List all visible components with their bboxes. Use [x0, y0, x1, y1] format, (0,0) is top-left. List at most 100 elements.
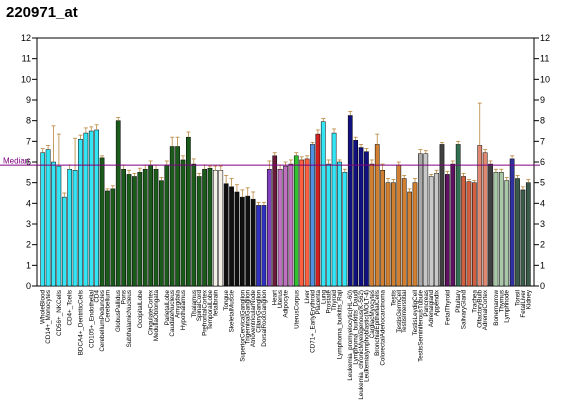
- y-tick-label-right: 2: [540, 240, 545, 250]
- bar: [153, 168, 159, 287]
- x-tick-label: Appendix: [434, 289, 441, 316]
- bar: [407, 191, 412, 287]
- x-tick-label: Pituitary: [455, 289, 462, 313]
- bar: [137, 172, 143, 287]
- x-tick-label: CD105+_Endothelial: [88, 290, 95, 348]
- bar: [412, 182, 418, 287]
- x-tick-label: Thymus: [498, 290, 505, 312]
- y-tick-label-left: 12: [21, 33, 31, 43]
- x-tick-label: Adipocyte: [283, 290, 290, 318]
- x-tick-label: Tonsil: [515, 290, 522, 306]
- bar: [385, 182, 391, 287]
- bar: [94, 129, 100, 287]
- x-tick-label: Lung: [320, 290, 327, 305]
- y-tick-label-left: 9: [26, 95, 31, 105]
- bar: [88, 130, 94, 287]
- y-tick-label-right: 7: [540, 136, 545, 146]
- bar: [99, 157, 105, 287]
- bar: [213, 170, 218, 287]
- y-tick-label-right: 12: [540, 33, 550, 43]
- x-tick-label: TemporalLobe: [207, 290, 214, 330]
- bar: [234, 191, 240, 287]
- bar: [67, 168, 73, 287]
- bar: [331, 132, 337, 287]
- bar: [169, 146, 175, 287]
- x-tick-label: Testis: [390, 290, 397, 306]
- bar: [315, 133, 321, 287]
- bar: [439, 144, 445, 287]
- bar: [191, 163, 197, 287]
- x-tick-label: AdrenalCortex: [482, 289, 489, 330]
- y-tick-label-left: 7: [26, 136, 31, 146]
- bar: [461, 176, 466, 287]
- median-label: Median: [3, 157, 29, 166]
- x-tick-label: Heart: [272, 290, 279, 306]
- bar: [229, 186, 234, 287]
- y-tick-label-left: 4: [26, 198, 31, 208]
- x-tick-label: PrefrontalCortex: [202, 289, 209, 336]
- bar: [509, 158, 515, 287]
- x-tick-label: CD56+_NKCells: [56, 290, 63, 336]
- bar: [272, 155, 278, 287]
- bar: [110, 188, 116, 287]
- bars-layer: [40, 115, 531, 287]
- bar: [347, 115, 353, 287]
- bar: [45, 149, 51, 287]
- bar: [369, 163, 375, 287]
- bar: [132, 176, 137, 287]
- bar: [299, 159, 305, 287]
- bar: [391, 182, 396, 287]
- x-tick-label: Pancreas: [423, 290, 430, 317]
- bar: [455, 144, 461, 287]
- bar: [148, 164, 153, 287]
- bar: [450, 163, 456, 287]
- x-tick-label: SkeletalMuscle: [229, 290, 236, 333]
- x-tick-label: TestisLeydigCell: [412, 290, 419, 336]
- x-tick-label: SalivaryGland: [461, 290, 468, 330]
- bar: [142, 168, 148, 287]
- bar: [434, 173, 439, 287]
- x-tick-label: UterusCorpus: [293, 290, 300, 329]
- bar: [180, 159, 186, 287]
- x-tick-label: Thalamus: [191, 290, 198, 318]
- bar: [520, 189, 526, 287]
- x-tick-label: Hypothalamus: [180, 290, 187, 330]
- bar: [121, 168, 126, 287]
- bar: [525, 182, 531, 287]
- bar: [250, 198, 256, 287]
- bar: [418, 153, 423, 287]
- y-tick-label-right: 10: [540, 74, 550, 84]
- x-tick-label: CiliaryGanglion: [256, 290, 263, 333]
- bar: [186, 136, 191, 287]
- median-layer: Median: [0, 157, 540, 166]
- y-tick-label-left: 10: [21, 74, 31, 84]
- y-tick-label-right: 0: [540, 281, 545, 291]
- x-tick-label: Thyroid: [331, 290, 338, 311]
- x-tick-label: WholeBlood: [40, 290, 47, 324]
- bar: [223, 183, 229, 287]
- x-tick-label: CD71+_EarlyErythroid: [309, 290, 316, 353]
- bar: [207, 167, 213, 287]
- x-tick-label: Lymphoma_burkitts_Daudi: [353, 290, 360, 365]
- x-tick-label: Cerebellum: [104, 290, 111, 322]
- bar: [51, 161, 56, 287]
- bar: [423, 153, 429, 287]
- bar: [466, 181, 472, 287]
- bar: [320, 121, 326, 287]
- bar: [196, 176, 202, 287]
- bar: [337, 161, 342, 287]
- x-tick-label: SpinalCord: [196, 290, 203, 322]
- y-tick-label-right: 5: [540, 178, 545, 188]
- bar: [482, 152, 488, 287]
- bar: [401, 178, 407, 287]
- y-tick-label-left: 6: [26, 157, 31, 167]
- x-tick-label: CD4: [94, 290, 101, 303]
- bar: [83, 132, 89, 287]
- bar: [218, 170, 224, 287]
- bar: [488, 163, 493, 287]
- x-tick-label: AtrioventricularNode: [250, 290, 257, 348]
- x-tick-label: Trachea: [471, 290, 478, 313]
- x-tick-label: ColorectalAdenocarcinoma: [380, 290, 387, 366]
